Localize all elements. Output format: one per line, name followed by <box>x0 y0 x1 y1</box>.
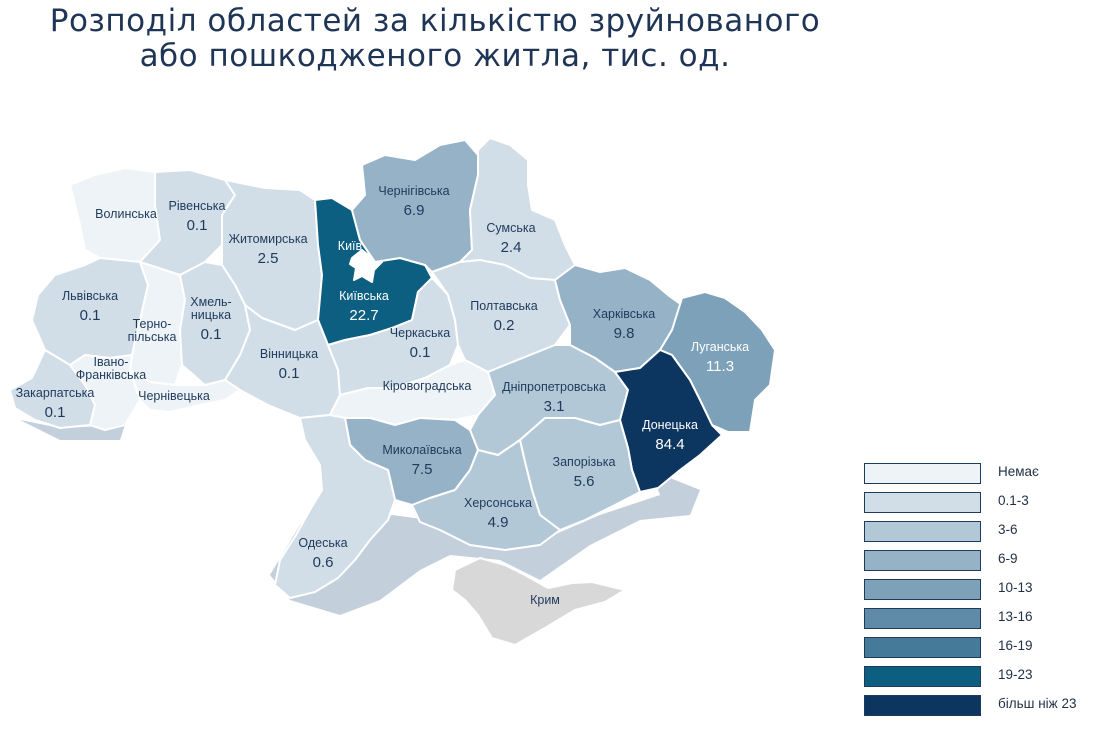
legend-swatch <box>864 608 981 629</box>
region-value-label: 84.4 <box>655 436 684 453</box>
region-name-label: Дніпропетровська <box>502 380 606 394</box>
region-value-label: 22.7 <box>349 307 378 324</box>
legend-label: 16-19 <box>998 638 1033 653</box>
region-name-label: Луганська <box>691 340 749 354</box>
region-name-label: Терно- <box>133 317 172 331</box>
legend-label: 6-9 <box>998 551 1018 566</box>
region-value-label: 2.5 <box>258 250 279 267</box>
region-value-label: 6.9 <box>404 202 425 219</box>
region-name-label: Донецька <box>642 418 698 432</box>
region-name-label: Закарпатська <box>16 386 95 400</box>
region-name-label: Франківська <box>76 368 147 382</box>
region-name-label: Рівенська <box>169 199 226 213</box>
region-name-label: Івано- <box>94 355 129 369</box>
region-value-label: 0.1 <box>279 365 300 382</box>
region-value-label: 0.1 <box>80 307 101 324</box>
legend-swatch <box>864 463 981 484</box>
legend-item: 10-13 <box>864 578 1099 602</box>
region-name-label: Кіровоградська <box>383 379 472 393</box>
legend-swatch <box>864 550 981 571</box>
map-shadow <box>20 420 700 615</box>
region-name-label: Київ <box>338 239 363 253</box>
region-name-label: Волинська <box>95 207 157 221</box>
legend-swatch <box>864 521 981 542</box>
legend-swatch <box>864 579 981 600</box>
legend-label: 10-13 <box>998 580 1033 595</box>
map-title-line-1: Розподіл областей за кількістю зруйнован… <box>49 3 821 39</box>
region-value-label: 5.6 <box>574 473 595 490</box>
region-name-label: Полтавська <box>470 299 537 313</box>
region-value-label: 0.1 <box>187 217 208 234</box>
legend-label: 19-23 <box>998 667 1033 682</box>
legend-item: 0.1-3 <box>864 491 1099 515</box>
region-khersonska[interactable] <box>411 439 561 551</box>
region-value-label: 11.3 <box>706 358 734 375</box>
region-name-label: Львівська <box>62 289 118 303</box>
region-rivnenska[interactable] <box>139 169 236 276</box>
legend-label: 0.1-3 <box>998 493 1029 508</box>
legend-label: 13-16 <box>998 609 1033 624</box>
region-odeska[interactable] <box>274 414 396 599</box>
region-name-label: ницька <box>191 308 231 322</box>
legend-swatch <box>864 695 981 716</box>
region-value-label: 4.9 <box>488 514 509 531</box>
region-name-label: Житомирська <box>228 232 307 246</box>
region-name-label: Чернівецька <box>138 389 210 403</box>
legend-item: Немає <box>864 462 1099 486</box>
region-name-label: Чернігівська <box>378 184 449 198</box>
region-value-label: 9.8 <box>614 325 635 342</box>
map-title: Розподіл областей за кількістю зруйнован… <box>0 4 870 74</box>
region-name-label: Херсонська <box>464 496 532 510</box>
region-name-label: Миколаївська <box>382 443 461 457</box>
legend-item: 19-23 <box>864 665 1099 689</box>
region-value-label: 0.1 <box>201 326 222 343</box>
region-value-label: 0.1 <box>410 344 431 361</box>
region-value-label: 0.1 <box>45 404 66 421</box>
legend-item: 16-19 <box>864 636 1099 660</box>
region-labels: Волинська Рівенська 0.1 Житомирська 2.5 Київ К… <box>16 184 749 607</box>
map-title-line-2: або пошкодженого житла, тис. од. <box>139 38 731 74</box>
region-name-label: пільська <box>128 330 177 344</box>
region-value-label: 7.5 <box>412 461 433 478</box>
legend-label: Немає <box>998 464 1039 479</box>
region-value-label: 2.4 <box>501 239 522 256</box>
region-name-label: Хмель- <box>190 295 231 309</box>
region-value-label: 0.2 <box>494 317 515 334</box>
region-sumska[interactable] <box>459 137 576 281</box>
legend-item: 6-9 <box>864 549 1099 573</box>
legend-item: 3-6 <box>864 520 1099 544</box>
legend-label: більш ніж 23 <box>998 696 1077 711</box>
legend-swatch <box>864 666 981 687</box>
region-name-label: Київська <box>339 289 389 303</box>
legend-item: більш ніж 23 <box>864 694 1099 718</box>
region-chernivetska[interactable] <box>129 369 241 413</box>
region-name-label: Крим <box>530 593 560 607</box>
legend-swatch <box>864 492 981 513</box>
legend-item: 13-16 <box>864 607 1099 631</box>
region-name-label: Запорізька <box>553 455 616 469</box>
legend-swatch <box>864 637 981 658</box>
region-value-label: 3.1 <box>544 398 565 415</box>
region-name-label: Вінницька <box>260 347 318 361</box>
region-name-label: Черкаська <box>390 326 450 340</box>
region-name-label: Харківська <box>593 307 655 321</box>
region-krym[interactable] <box>451 557 626 646</box>
region-name-label: Одеська <box>298 536 347 550</box>
region-name-label: Сумська <box>486 221 535 235</box>
region-value-label: 0.6 <box>313 554 334 571</box>
legend-label: 3-6 <box>998 522 1018 537</box>
